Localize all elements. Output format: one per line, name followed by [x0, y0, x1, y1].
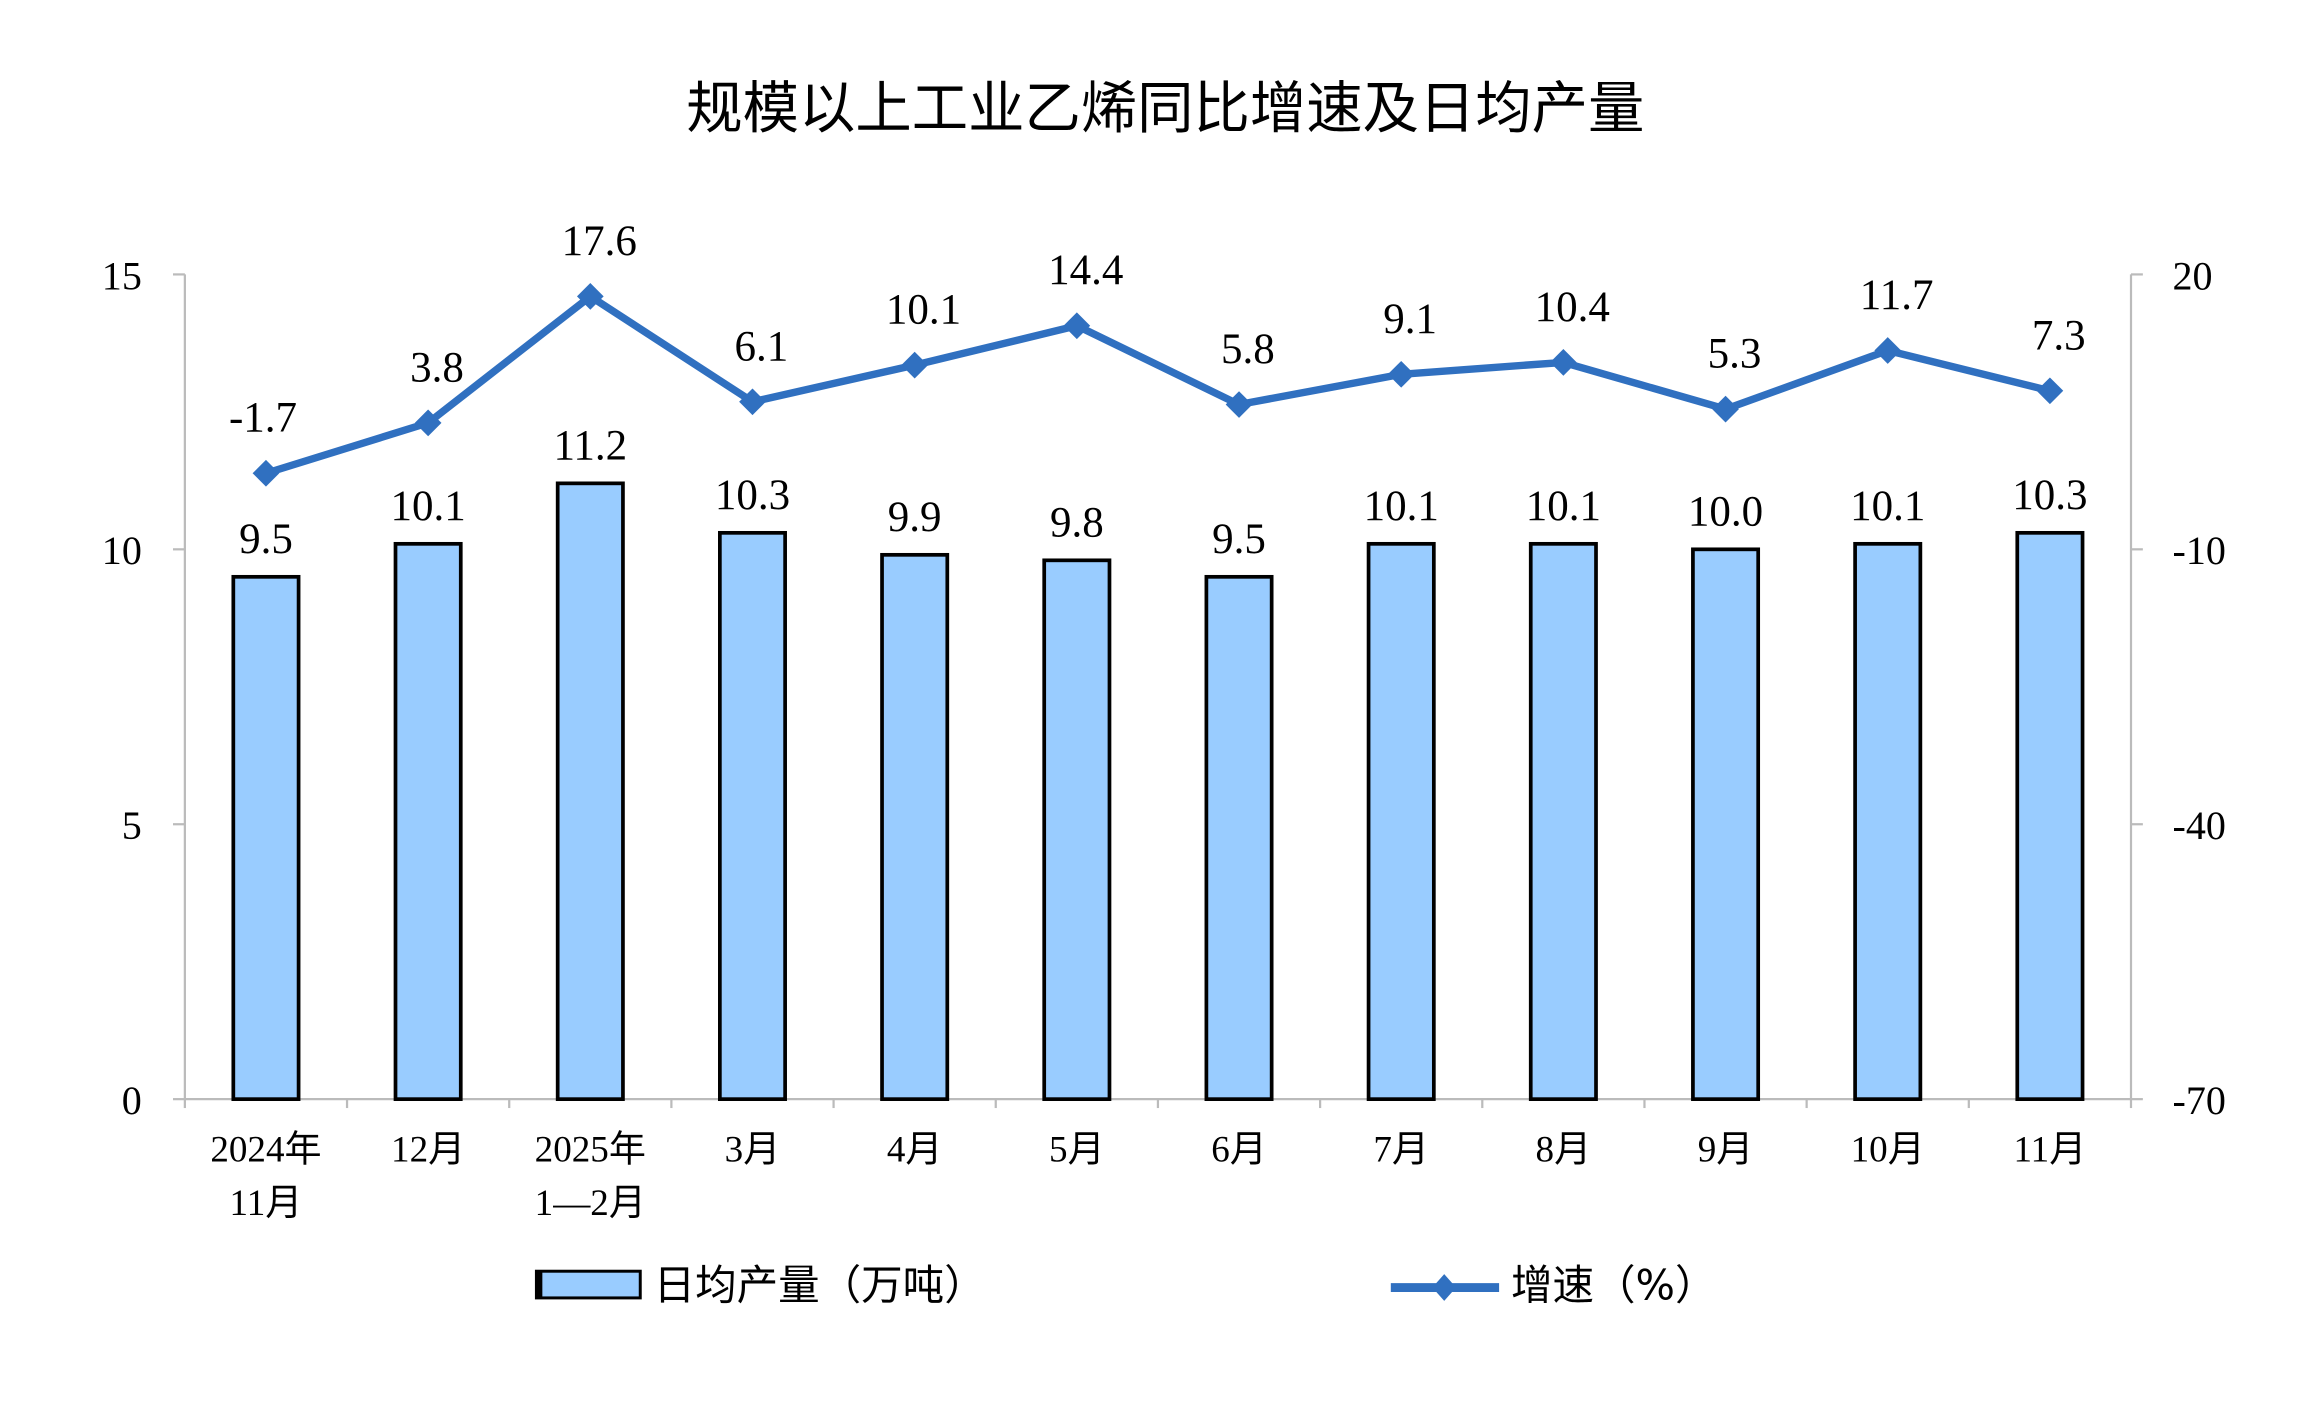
x-tick-label: 7月: [1373, 1129, 1429, 1170]
line-value-label: 14.4: [1048, 247, 1123, 294]
line-marker: [1712, 395, 1739, 423]
right-tick-label: -40: [2173, 803, 2226, 848]
bar-value-label: 10.3: [2012, 472, 2087, 519]
axes: 0 5 10 15 -70 -40 -10 20 2024年 11月 12月 2025年 1—2月 3月 4…: [102, 253, 2226, 1224]
left-tick-label: 10: [102, 528, 142, 573]
line-marker: [1063, 312, 1091, 340]
legend: 日均产量（万吨） 增速（%）: [534, 1260, 1717, 1309]
bar-value-label: 10.1: [1526, 483, 1601, 530]
data-labels: 9.5 10.1 11.2 10.3 9.9 9.8 9.5 10.1 10.1 10.0 10.1…: [229, 218, 2088, 563]
line-marker: [576, 283, 604, 310]
x-tick-label: 10月: [1851, 1129, 1925, 1170]
right-tick-label: -70: [2173, 1078, 2226, 1123]
bar: [231, 574, 301, 1102]
bar: [555, 481, 625, 1102]
line-series: [252, 283, 2064, 487]
bar: [1528, 541, 1598, 1102]
bar-value-label: 10.1: [1850, 483, 1925, 530]
growth-line: [264, 292, 2051, 477]
bar-value-label: 9.9: [888, 494, 942, 541]
line-value-label: 6.1: [735, 323, 789, 370]
right-tick-label: -10: [2173, 528, 2226, 573]
line-marker: [901, 351, 929, 379]
x-tick-label: 5月: [1049, 1129, 1105, 1170]
line-value-label: 5.8: [1221, 326, 1275, 373]
left-tick-label: 5: [122, 803, 142, 848]
bar-value-label: 10.0: [1688, 489, 1763, 536]
legend-bar-swatch: [534, 1269, 642, 1300]
bar-value-label: 10.1: [391, 483, 466, 530]
legend-line-label: 增速（%）: [1511, 1260, 1717, 1309]
legend-bar-label: 日均产量（万吨）: [654, 1260, 986, 1309]
line-value-label: 11.7: [1860, 272, 1934, 319]
x-tick-label: 1—2月: [535, 1183, 646, 1224]
x-tick-label: 11月: [230, 1183, 303, 1224]
line-marker: [2036, 377, 2064, 405]
x-tick-label: 8月: [1536, 1129, 1592, 1170]
bar-value-label: 9.8: [1050, 500, 1104, 547]
bar: [393, 541, 463, 1102]
bar: [1853, 541, 1923, 1102]
x-tick-label: 9月: [1698, 1129, 1754, 1170]
bar: [1366, 541, 1436, 1102]
left-tick-label: 0: [122, 1078, 142, 1123]
bar-value-label: 10.1: [1364, 483, 1439, 530]
bar: [2015, 530, 2085, 1102]
x-tick-label: 2024年: [210, 1128, 321, 1170]
line-value-label: -1.7: [229, 395, 297, 442]
line-marker: [252, 459, 280, 487]
bar: [1691, 547, 1761, 1102]
right-tick-label: 20: [2173, 253, 2213, 298]
x-tick-label: 4月: [887, 1129, 943, 1170]
bar: [718, 530, 787, 1102]
legend-line-marker: [1432, 1274, 1457, 1301]
bar-value-label: 9.5: [239, 516, 293, 563]
line-marker: [414, 409, 442, 437]
x-tick-label: 6月: [1211, 1129, 1267, 1170]
line-value-label: 9.1: [1383, 296, 1437, 343]
line-marker: [1387, 360, 1415, 388]
bar: [1204, 574, 1274, 1102]
line-value-label: 7.3: [2032, 312, 2086, 359]
bar: [880, 552, 950, 1102]
line-marker: [1874, 337, 1902, 364]
line-value-label: 17.6: [562, 218, 637, 265]
chart-title: 规模以上工业乙烯同比增速及日均产量: [686, 77, 1644, 142]
bars: [231, 481, 2085, 1102]
bar-value-label: 11.2: [553, 423, 627, 470]
line-value-label: 10.1: [886, 287, 961, 334]
line-marker: [1550, 349, 1577, 376]
x-tick-label: 2025年: [535, 1128, 646, 1170]
bar: [1042, 558, 1112, 1102]
bar-value-label: 10.3: [715, 472, 790, 519]
bar-value-label: 9.5: [1212, 516, 1266, 563]
x-tick-label: 12月: [391, 1129, 465, 1170]
line-value-label: 10.4: [1535, 284, 1610, 331]
line-value-label: 5.3: [1708, 331, 1762, 378]
line-marker: [1225, 391, 1253, 418]
x-tick-label: 11月: [2014, 1129, 2087, 1170]
line-value-label: 3.8: [410, 344, 464, 391]
x-tick-label: 3月: [725, 1129, 781, 1170]
left-tick-label: 15: [102, 253, 142, 298]
